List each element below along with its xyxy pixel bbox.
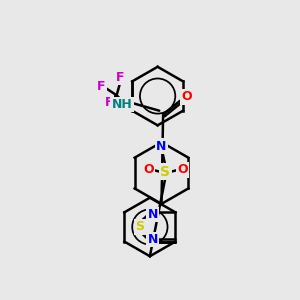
Text: N: N <box>148 208 158 221</box>
Text: O: O <box>181 90 192 103</box>
Text: S: S <box>160 164 170 178</box>
Text: F: F <box>105 97 113 110</box>
Text: NH: NH <box>112 98 132 111</box>
Text: O: O <box>143 164 154 176</box>
Text: N: N <box>148 233 158 246</box>
Text: O: O <box>177 164 188 176</box>
Text: F: F <box>116 71 125 84</box>
Text: F: F <box>97 80 105 92</box>
Text: S: S <box>135 220 144 233</box>
Text: N: N <box>156 140 167 153</box>
